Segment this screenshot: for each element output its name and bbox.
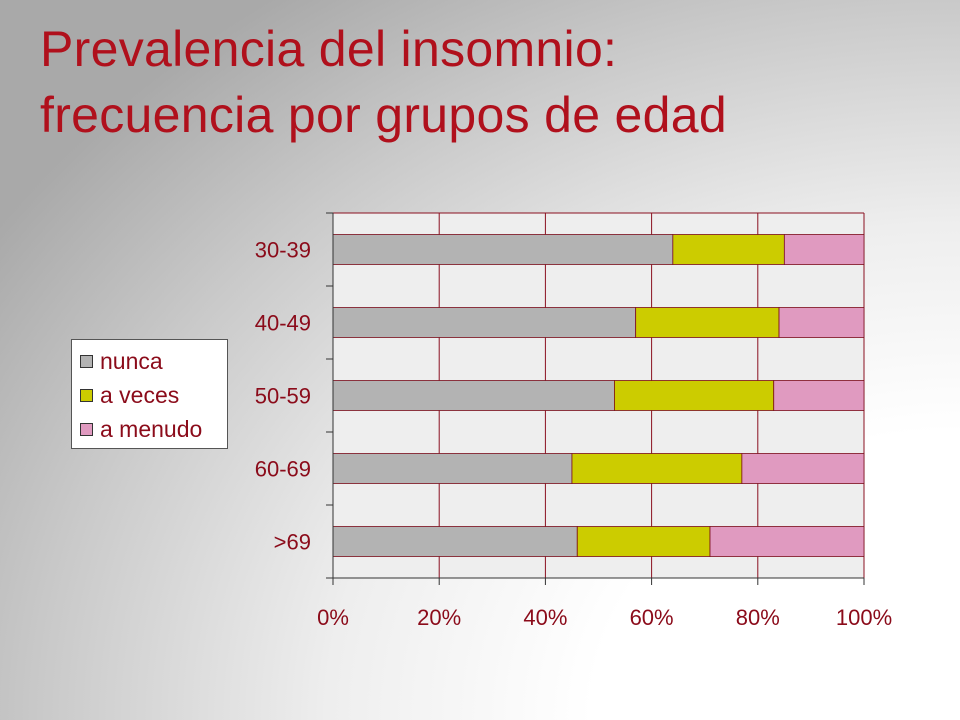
bar-a-menudo-60-69 xyxy=(741,453,865,484)
bar-nunca-60-69 xyxy=(332,453,573,484)
bar-a-menudo-40-49 xyxy=(778,307,865,338)
y-tick-label: 40-49 xyxy=(255,311,311,336)
title-line-2: frecuencia por grupos de edad xyxy=(40,87,727,143)
bar-a-veces-40-49 xyxy=(635,307,780,338)
bar-a-menudo-over-69 xyxy=(709,526,865,557)
chart-legend: nunca a veces a menudo xyxy=(71,339,228,449)
bar-a-veces-60-69 xyxy=(571,453,743,484)
legend-item: a veces xyxy=(80,378,227,412)
bar-nunca-over-69 xyxy=(332,526,578,557)
legend-label: a menudo xyxy=(100,415,203,442)
x-tick-label: 60% xyxy=(630,605,674,630)
x-tick-label: 0% xyxy=(317,605,349,630)
x-tick-label: 80% xyxy=(736,605,780,630)
bar-a-veces-50-59 xyxy=(614,380,775,411)
legend-swatch xyxy=(80,388,93,402)
bar-a-veces-30-39 xyxy=(672,234,785,265)
bar-a-menudo-30-39 xyxy=(783,234,865,265)
legend-label: a veces xyxy=(100,381,180,408)
title-line-1: Prevalencia del insomnio: xyxy=(40,21,618,77)
legend-item: nunca xyxy=(80,344,227,378)
y-tick-label: >69 xyxy=(274,530,311,555)
legend-swatch xyxy=(80,422,93,436)
bar-nunca-40-49 xyxy=(332,307,637,338)
x-tick-label: 20% xyxy=(417,605,461,630)
y-tick-label: 60-69 xyxy=(255,457,311,482)
y-tick-label: 30-39 xyxy=(255,238,311,263)
legend-label: nunca xyxy=(100,347,163,374)
x-tick-label: 100% xyxy=(836,605,892,630)
bar-nunca-50-59 xyxy=(332,380,615,411)
bar-a-menudo-50-59 xyxy=(773,380,865,411)
x-tick-label: 40% xyxy=(523,605,567,630)
y-tick-label: 50-59 xyxy=(255,384,311,409)
legend-item: a menudo xyxy=(80,412,227,446)
slide-title: Prevalencia del insomnio: frecuencia por… xyxy=(40,16,940,148)
legend-swatch xyxy=(80,354,93,368)
bar-a-veces-over-69 xyxy=(576,526,711,557)
bar-nunca-30-39 xyxy=(332,234,674,265)
